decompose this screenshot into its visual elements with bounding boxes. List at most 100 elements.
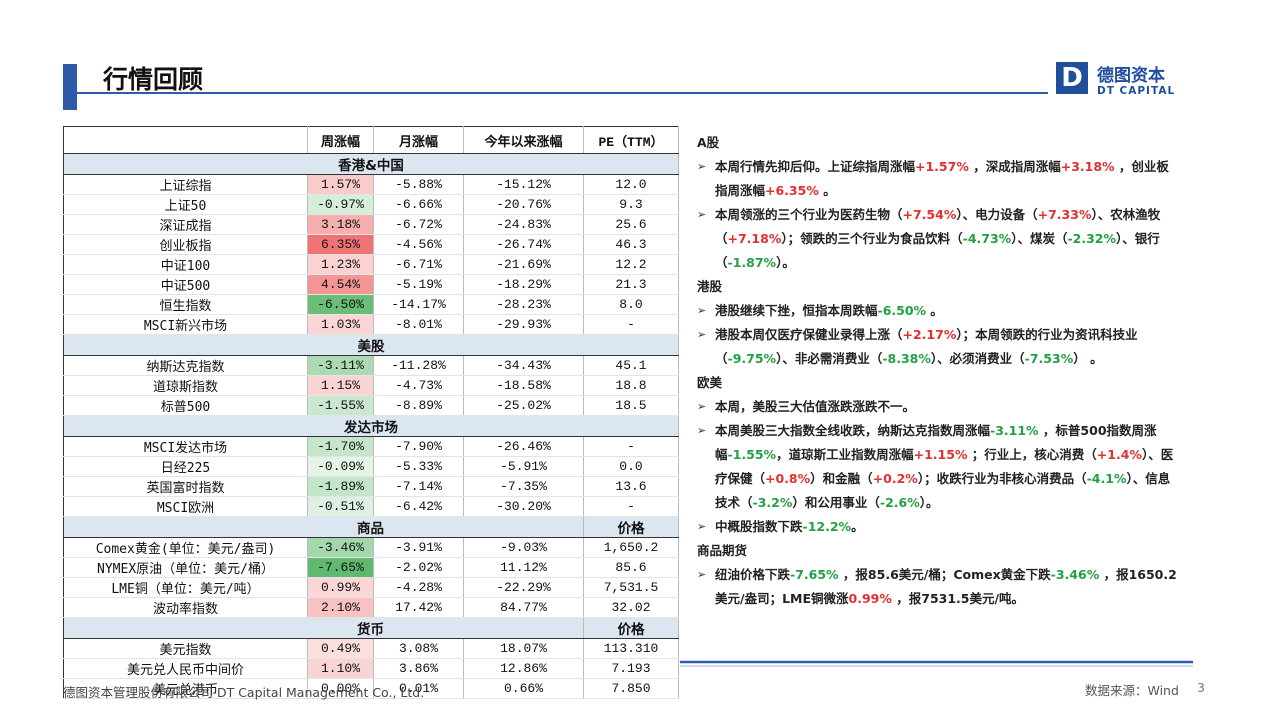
note-text: ）、农林渔牧（ — [715, 207, 1161, 246]
note-text: ，报1650.2美元/盎司；LME铜微涨 — [715, 567, 1177, 606]
cell: 84.77% — [463, 597, 584, 618]
note-bullet: 本周，美股三大估值涨跌涨跌不一。 — [697, 395, 1181, 419]
cell: 3.18% — [307, 214, 374, 235]
data-row: 上证综指 1.57% -5.88% -15.12% 12.0 — [63, 174, 679, 195]
cell: -7.35% — [463, 476, 584, 497]
cell: -18.29% — [463, 274, 584, 295]
note-heading: 商品期货 — [697, 543, 748, 558]
cell: 46.3 — [583, 234, 679, 255]
note-text: 港股继续下挫，恒指本周跌幅 — [715, 303, 878, 318]
title-bar — [63, 64, 77, 110]
cell: -5.88% — [373, 174, 464, 195]
note-text: ）、非必需消费业（ — [776, 351, 883, 366]
row-name: LME铜（单位：美元/吨） — [63, 577, 308, 598]
data-row: MSCI欧洲 -0.51% -6.42% -30.20% - — [63, 496, 679, 517]
cell: 7.193 — [583, 658, 679, 679]
cell: 1.23% — [307, 254, 374, 275]
section-name: 货币 — [63, 617, 584, 639]
note-text: ，标普500指数周涨幅 — [715, 423, 1157, 462]
row-name: 英国富时指数 — [63, 476, 308, 497]
note-text: ）、医疗保健（ — [715, 447, 1174, 486]
cell: -5.91% — [463, 456, 584, 477]
cell: 18.5 — [583, 395, 679, 416]
cell: -2.02% — [373, 557, 464, 578]
note-bullet: 本周领涨的三个行业为医药生物（+7.54%）、电力设备（+7.33%）、农林渔牧… — [697, 203, 1181, 275]
cell: - — [583, 436, 679, 457]
row-name: 波动率指数 — [63, 597, 308, 618]
note-text: 。 — [851, 519, 864, 534]
row-name: 中证500 — [63, 274, 308, 295]
note-text: ）、必须消费业（ — [930, 351, 1025, 366]
data-row: 深证成指 3.18% -6.72% -24.83% 25.6 — [63, 214, 679, 235]
cell: 12.2 — [583, 254, 679, 275]
cell: -5.19% — [373, 274, 464, 295]
section-name: 香港&中国 — [63, 153, 679, 175]
row-name: NYMEX原油（单位：美元/桶） — [63, 557, 308, 578]
header-cell: 周涨幅 — [307, 126, 374, 154]
row-name: 美元兑人民币中间价 — [63, 658, 308, 679]
cell: -21.69% — [463, 254, 584, 275]
cell: -3.91% — [373, 537, 464, 558]
cell: 7.850 — [583, 678, 679, 699]
note-figure: -4.73% — [962, 231, 1012, 246]
cell: 1.15% — [307, 375, 374, 396]
cell: 0.99% — [307, 577, 374, 598]
cell: 3.08% — [373, 638, 464, 659]
note-figure: -4.1% — [1086, 471, 1127, 486]
cell: -1.70% — [307, 436, 374, 457]
note-bullet: 港股继续下挫，恒指本周跌幅-6.50% 。 — [697, 299, 1181, 323]
note-figure: -12.2% — [802, 519, 852, 534]
note-text: 本周领涨的三个行业为医药生物（ — [715, 207, 903, 222]
cell: -18.58% — [463, 375, 584, 396]
cell: -34.43% — [463, 355, 584, 376]
section-name: 美股 — [63, 334, 679, 356]
cell: 0.49% — [307, 638, 374, 659]
cell: -15.12% — [463, 174, 584, 195]
cell: 45.1 — [583, 355, 679, 376]
note-figure: +7.54% — [902, 207, 957, 222]
cell: -14.17% — [373, 294, 464, 315]
cell: 2.10% — [307, 597, 374, 618]
data-row: LME铜（单位：美元/吨） 0.99% -4.28% -22.29% 7,531.5 — [63, 577, 679, 598]
note-figure: +6.35% — [765, 183, 819, 198]
cell: -0.97% — [307, 194, 374, 215]
data-row: 美元指数 0.49% 3.08% 18.07% 113.310 — [63, 638, 679, 659]
note-figure: +7.33% — [1037, 207, 1092, 222]
cell: -1.89% — [307, 476, 374, 497]
header-cell: 今年以来涨幅 — [463, 126, 584, 154]
note-text: ）。 — [776, 255, 795, 270]
row-name: 纳斯达克指数 — [63, 355, 308, 376]
section-row: 香港&中国 — [63, 153, 679, 175]
note-figure: -3.2% — [752, 495, 793, 510]
note-figure: -7.53% — [1024, 351, 1074, 366]
page-number: 3 — [1197, 680, 1205, 695]
cell: -9.03% — [463, 537, 584, 558]
note-heading: A股 — [697, 135, 720, 150]
cell: -6.50% — [307, 294, 374, 315]
note-text: 本周，美股三大估值涨跌涨跌不一。 — [715, 399, 916, 414]
note-text: 纽油价格下跌 — [715, 567, 791, 582]
note-figure: -6.50% — [877, 303, 927, 318]
cell: 1.10% — [307, 658, 374, 679]
note-bullet: 纽油价格下跌-7.65% ，报85.6美元/桶；Comex黄金下跌-3.46% … — [697, 563, 1181, 611]
note-text: ，报7531.5美元/吨。 — [891, 591, 1025, 606]
cell: -11.28% — [373, 355, 464, 376]
cell: 21.3 — [583, 274, 679, 295]
note-bullet: 本周美股三大指数全线收跌，纳斯达克指数周涨幅-3.11% ，标普500指数周涨幅… — [697, 419, 1181, 515]
cell: 0.0 — [583, 456, 679, 477]
cell: 1.57% — [307, 174, 374, 195]
cell: 1.03% — [307, 314, 374, 335]
cell: 0.00% — [307, 678, 374, 699]
section-name: 发达市场 — [63, 415, 679, 437]
note-bullet: 港股本周仅医疗保健业录得上涨（+2.17%）；本周领跌的行业为资讯科技业（-9.… — [697, 323, 1181, 371]
note-text: ）、电力设备（ — [956, 207, 1038, 222]
row-name: 标普500 — [63, 395, 308, 416]
row-name: 上证50 — [63, 194, 308, 215]
note-figure: +0.2% — [872, 471, 918, 486]
data-row: 中证100 1.23% -6.71% -21.69% 12.2 — [63, 254, 679, 275]
cell: -4.56% — [373, 234, 464, 255]
cell: -6.72% — [373, 214, 464, 235]
cell: -20.76% — [463, 194, 584, 215]
note-figure: -1.55% — [727, 447, 777, 462]
data-row: 中证500 4.54% -5.19% -18.29% 21.3 — [63, 274, 679, 295]
